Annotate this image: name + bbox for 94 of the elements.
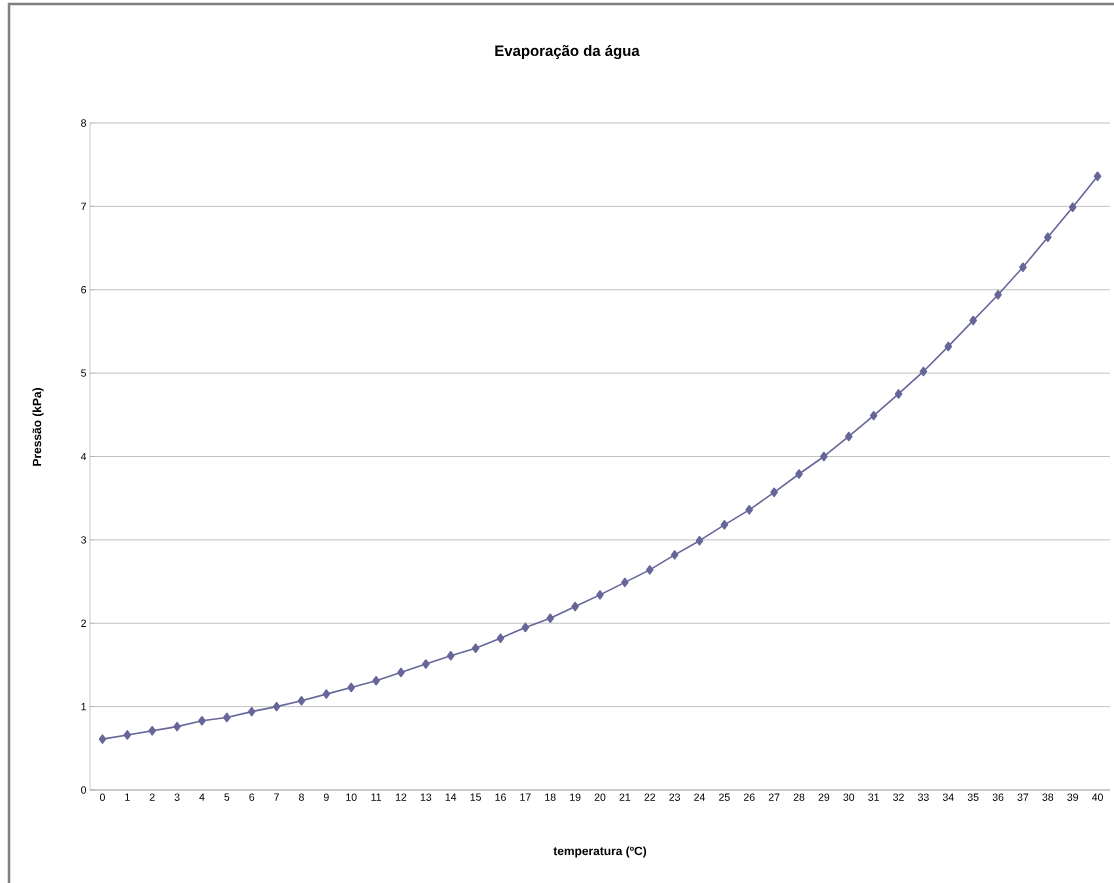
x-tick-label: 34 xyxy=(942,793,954,801)
x-tick-label: 0 xyxy=(99,793,105,801)
x-tick-label: 25 xyxy=(719,793,730,801)
y-tick-label: 0 xyxy=(81,786,87,794)
x-tick-label: 19 xyxy=(570,793,581,801)
x-tick-label: 3 xyxy=(174,793,180,801)
x-tick-label: 32 xyxy=(893,793,904,801)
x-tick-label: 1 xyxy=(125,793,130,801)
point xyxy=(944,341,953,352)
point xyxy=(720,520,729,530)
point xyxy=(272,701,281,712)
x-tick-label: 24 xyxy=(694,793,706,801)
x-tick-label: 36 xyxy=(992,793,1004,801)
point xyxy=(820,451,828,462)
point xyxy=(223,712,231,723)
point xyxy=(670,550,679,560)
point xyxy=(1068,202,1077,212)
chart-title: Evaporação da água xyxy=(495,44,640,60)
x-tick-label: 14 xyxy=(445,793,457,801)
point xyxy=(496,633,505,644)
x-tick-label: 18 xyxy=(545,793,556,801)
x-tick-label: 13 xyxy=(420,793,432,801)
point xyxy=(397,667,405,678)
x-tick-label: 12 xyxy=(395,793,407,801)
x-tick-label: 10 xyxy=(346,793,357,801)
point xyxy=(571,601,579,612)
point xyxy=(546,613,555,624)
x-tick-label: 30 xyxy=(843,793,855,801)
x-tick-label: 31 xyxy=(868,793,879,801)
y-tick-label: 6 xyxy=(81,286,87,294)
point xyxy=(745,505,754,515)
x-tick-label: 23 xyxy=(669,793,680,801)
point xyxy=(98,734,107,744)
point xyxy=(471,643,480,654)
point xyxy=(645,565,654,575)
x-tick-label: 2 xyxy=(149,793,155,801)
x-tick-label: 21 xyxy=(619,793,631,801)
x-tick-label: 8 xyxy=(299,793,304,801)
y-tick-label: 5 xyxy=(81,369,87,377)
point xyxy=(1093,171,1102,182)
point xyxy=(844,431,853,442)
x-tick-label: 17 xyxy=(520,793,531,801)
x-tick-label: 40 xyxy=(1091,793,1103,801)
point xyxy=(422,659,430,669)
point xyxy=(322,689,331,699)
point xyxy=(173,721,181,732)
x-tick-label: 5 xyxy=(224,793,230,801)
y-tick-label: 2 xyxy=(81,619,86,627)
point xyxy=(795,469,803,479)
x-tick-label: 22 xyxy=(644,793,656,801)
x-tick-label: 20 xyxy=(594,793,606,801)
point xyxy=(297,695,306,706)
point xyxy=(123,730,132,740)
x-tick-label: 39 xyxy=(1067,793,1078,801)
x-tick-label: 33 xyxy=(917,793,929,801)
point xyxy=(919,366,928,377)
x-tick-label: 28 xyxy=(793,793,805,801)
y-tick-label: 4 xyxy=(80,452,87,461)
x-tick-label: 15 xyxy=(470,793,481,801)
x-tick-label: 27 xyxy=(768,793,780,801)
x-tick-label: 11 xyxy=(371,793,382,801)
point xyxy=(969,315,977,326)
point xyxy=(372,675,380,686)
point xyxy=(695,535,704,546)
x-tick-label: 6 xyxy=(249,793,255,801)
point xyxy=(1044,232,1052,243)
point xyxy=(894,389,903,399)
x-tick-label: 26 xyxy=(743,793,755,801)
x-tick-label: 16 xyxy=(495,793,506,801)
y-axis-title: Pressão (kPa) xyxy=(32,388,44,466)
y-tick-label: 7 xyxy=(81,202,86,210)
point xyxy=(247,706,256,717)
x-tick-label: 7 xyxy=(274,793,279,801)
point xyxy=(347,682,356,693)
x-tick-label: 38 xyxy=(1042,793,1054,801)
y-tick-label: 8 xyxy=(81,119,87,127)
x-tick-label: 35 xyxy=(967,793,979,801)
point xyxy=(869,410,878,421)
point xyxy=(621,577,629,588)
x-axis-title: temperatura (ºC) xyxy=(553,846,647,858)
point xyxy=(770,487,778,498)
point xyxy=(148,725,156,736)
x-tick-label: 29 xyxy=(818,793,830,801)
point xyxy=(596,590,604,600)
x-tick-label: 37 xyxy=(1017,793,1029,801)
point xyxy=(994,289,1002,300)
y-tick-label: 3 xyxy=(81,536,87,544)
x-tick-label: 4 xyxy=(199,793,205,801)
point xyxy=(198,715,206,726)
point xyxy=(446,650,455,661)
x-tick-label: 9 xyxy=(323,793,329,801)
point xyxy=(1019,262,1027,273)
y-tick-label: 1 xyxy=(81,703,86,711)
point xyxy=(521,622,530,633)
